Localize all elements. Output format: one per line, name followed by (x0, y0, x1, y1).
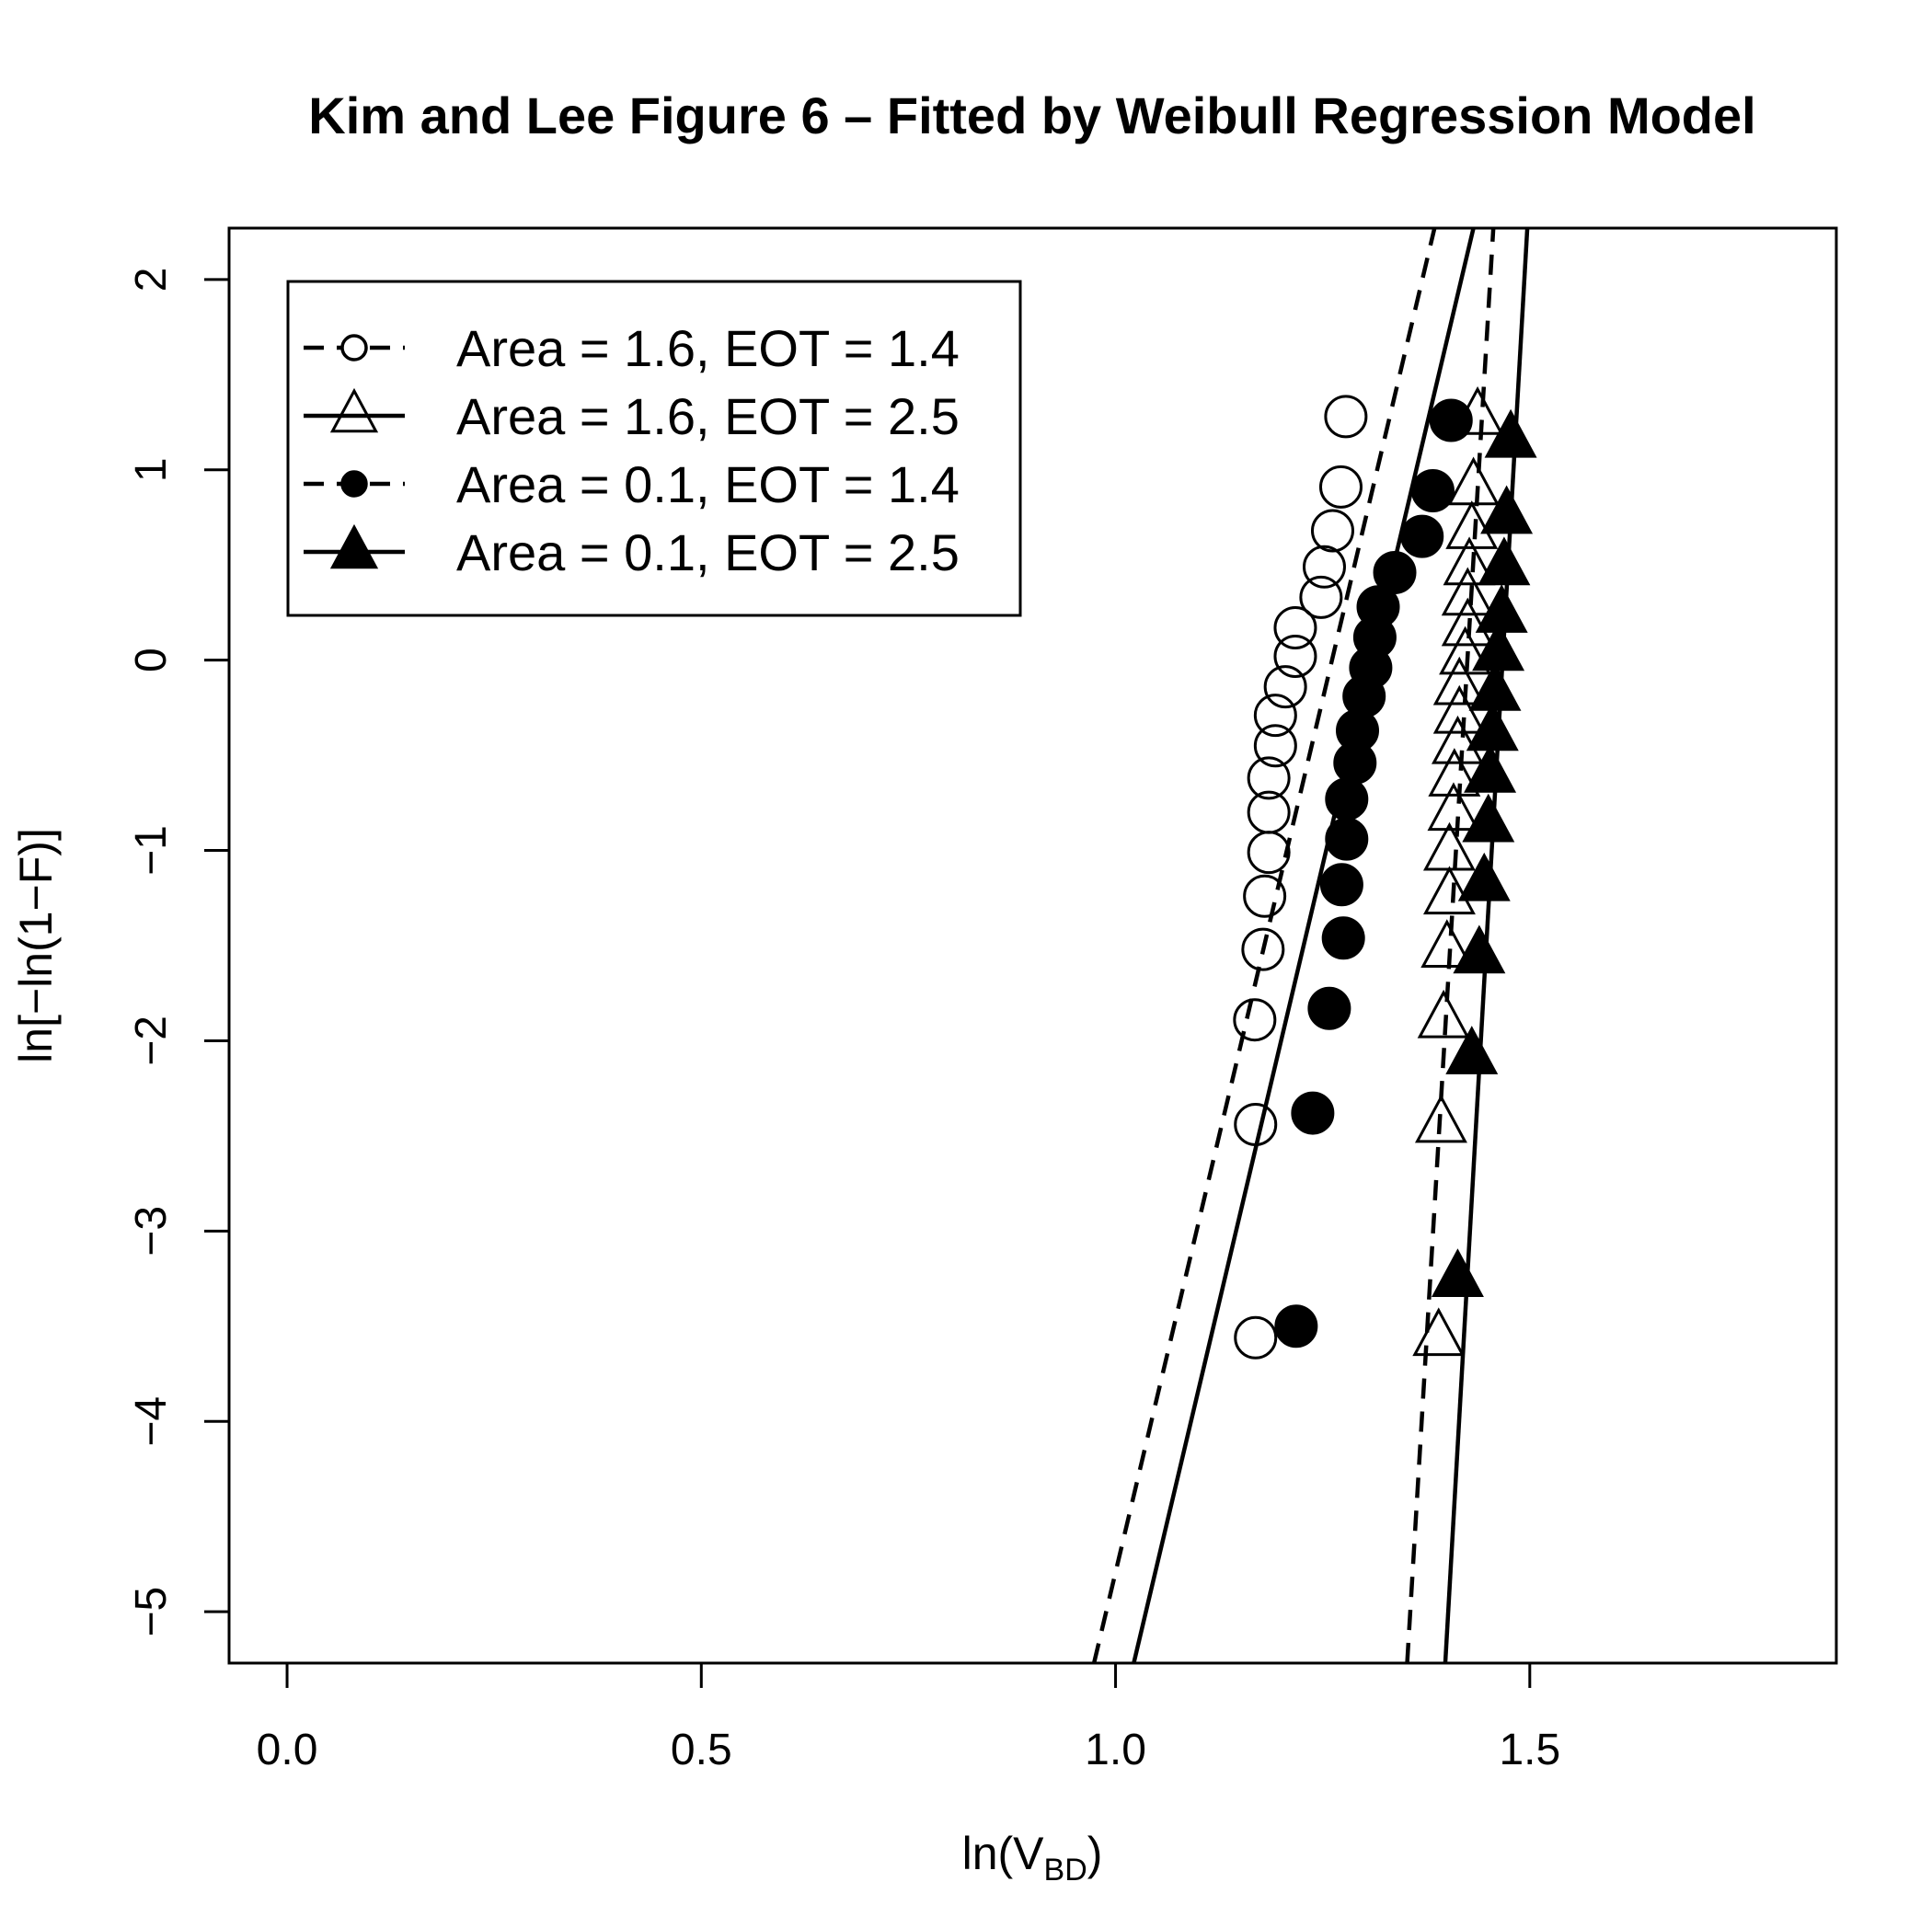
filled-triangle-marker (1475, 584, 1528, 633)
open-circle-marker (1324, 395, 1368, 439)
open-circle-marker (1299, 575, 1343, 619)
y-tick-label: −4 (127, 1396, 176, 1447)
x-tick-label: 1.0 (1085, 1726, 1146, 1774)
filled-triangle-marker (1453, 924, 1506, 974)
open-triangle-marker (1431, 715, 1484, 764)
open-triangle-marker (1427, 782, 1480, 832)
filled-triangle-marker (1464, 743, 1517, 793)
filled-circle-marker (1325, 817, 1369, 861)
open-triangle-marker (1443, 536, 1496, 586)
legend-label: Area = 1.6, EOT = 1.4 (456, 319, 960, 377)
y-axis-label: ln[−ln(1−F)] (10, 828, 62, 1063)
open-triangle-marker (1441, 567, 1494, 616)
filled-circle-marker (1321, 916, 1365, 960)
fit-line (1091, 228, 1437, 1663)
y-tick-label: −3 (127, 1206, 176, 1257)
x-axis-label-tail: ) (1087, 1828, 1103, 1879)
open-triangle-marker (1441, 597, 1494, 647)
filled-triangle-legend-marker (329, 523, 379, 569)
legend-label: Area = 0.1, EOT = 1.4 (456, 455, 960, 513)
open-circle-marker (1253, 694, 1297, 738)
y-tick-label: 1 (127, 457, 176, 482)
x-tick-label: 0.5 (671, 1726, 732, 1774)
open-triangle-marker (1420, 919, 1474, 969)
open-circle-marker (1243, 874, 1287, 918)
filled-circle-marker (1291, 1091, 1335, 1135)
open-circle-marker (1247, 831, 1291, 875)
x-tick-label: 0.0 (257, 1726, 318, 1774)
filled-circle-marker (1400, 514, 1444, 558)
open-circle-legend-marker (340, 334, 368, 362)
filled-circle-marker (1325, 777, 1369, 821)
filled-circle-marker (1307, 986, 1351, 1030)
open-triangle-marker (1439, 625, 1492, 675)
open-triangle-marker (1432, 656, 1486, 706)
x-axis-label: ln(VBD) (962, 1828, 1103, 1888)
open-triangle-marker (1412, 1307, 1466, 1357)
filled-triangle-marker (1462, 793, 1515, 843)
filled-triangle-marker (1431, 1248, 1484, 1297)
legend-label: Area = 0.1, EOT = 2.5 (456, 523, 960, 581)
open-circle-marker (1234, 1315, 1278, 1360)
open-triangle-marker (1428, 748, 1481, 797)
open-circle-marker (1234, 1102, 1278, 1146)
legend-label: Area = 1.6, EOT = 2.5 (456, 387, 960, 445)
filled-circle-marker (1429, 398, 1473, 442)
y-tick-label: −2 (127, 1016, 176, 1066)
open-circle-marker (1318, 465, 1363, 509)
open-circle-marker (1302, 545, 1346, 589)
legend: Area = 1.6, EOT = 1.4 Area = 1.6, EOT = 2… (286, 280, 1022, 617)
open-triangle-marker (1447, 456, 1501, 506)
fit-line (1132, 228, 1476, 1663)
open-triangle-marker (1422, 866, 1476, 915)
y-axis: −5 −4 −3 −2 −1 0 1 2 (127, 268, 231, 1637)
open-triangle-marker (1422, 821, 1476, 871)
x-axis-label-subscript: BD (1044, 1853, 1087, 1888)
open-triangle-marker (1414, 1094, 1467, 1143)
x-tick-label: 1.5 (1499, 1726, 1560, 1774)
open-circle-marker (1247, 790, 1291, 834)
y-tick-label: 2 (127, 268, 176, 293)
open-circle-marker (1233, 998, 1277, 1042)
y-tick-label: 0 (127, 648, 176, 672)
open-circle-marker (1253, 724, 1297, 768)
legend-box (286, 280, 1022, 617)
chart-title: Kim and Lee Figure 6 – Fitted by Weibull… (308, 86, 1755, 144)
filled-triangle-marker (1457, 852, 1511, 901)
filled-circle-marker (1274, 1304, 1318, 1348)
open-triangle-marker (1417, 989, 1470, 1039)
open-circle-marker (1273, 635, 1317, 679)
filled-triangle-marker (1480, 485, 1534, 534)
filled-circle-marker (1410, 469, 1455, 513)
open-circle-marker (1310, 509, 1354, 553)
open-triangle-legend-marker (329, 387, 379, 433)
open-triangle-marker (1445, 500, 1499, 549)
open-circle-marker (1247, 756, 1291, 800)
filled-circle-marker (1319, 863, 1363, 907)
open-circle-marker (1241, 927, 1285, 971)
open-circle-marker (1273, 605, 1317, 649)
filled-triangle-marker (1466, 702, 1519, 752)
x-axis: 0.0 0.5 1.0 1.5 (257, 1661, 1560, 1774)
filled-circle-marker (1373, 550, 1417, 594)
filled-circle-legend-marker (340, 470, 368, 498)
filled-circle-marker (1356, 585, 1400, 629)
data-points (1233, 385, 1537, 1360)
fit-lines (1091, 228, 1530, 1663)
filled-triangle-marker (1472, 622, 1525, 671)
filled-triangle-marker (1484, 408, 1537, 458)
y-tick-label: −1 (127, 825, 176, 876)
y-tick-label: −5 (127, 1587, 176, 1637)
filled-triangle-marker (1445, 1026, 1499, 1074)
filled-triangle-marker (1468, 661, 1522, 711)
x-axis-label-main: ln(V (962, 1828, 1045, 1879)
filled-triangle-marker (1478, 536, 1531, 586)
open-circle-marker (1263, 665, 1307, 709)
